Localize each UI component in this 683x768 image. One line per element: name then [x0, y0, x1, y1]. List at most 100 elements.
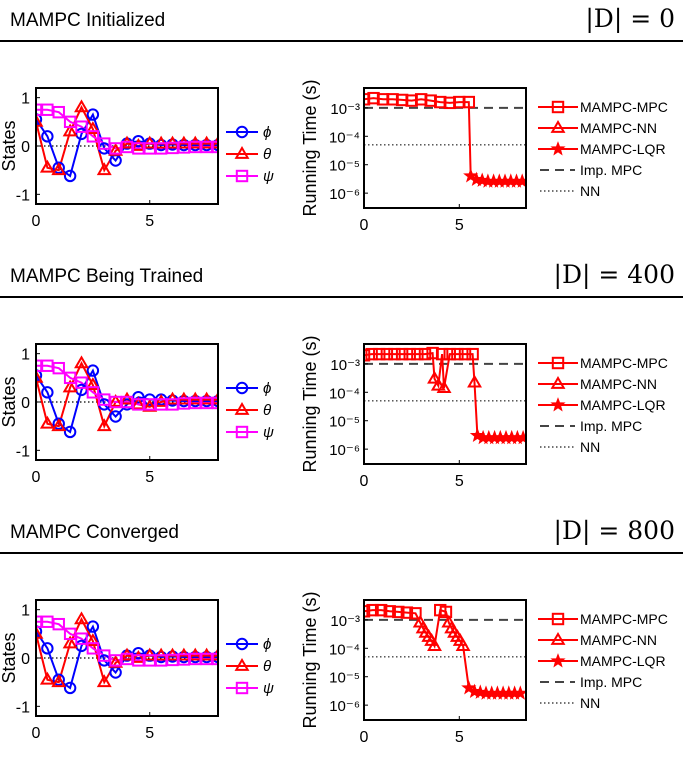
legend-label-phi: ϕ [263, 380, 271, 397]
y-axis-label: Running Time (s) [300, 591, 320, 728]
legend-marker-mampc-mpc [551, 100, 565, 114]
legend-label-phi: ϕ [263, 124, 271, 141]
data-point-mampc-mpc [451, 347, 464, 361]
y-axis-label: States [0, 632, 19, 683]
data-point-theta [62, 123, 78, 137]
data-point-psi [211, 396, 218, 410]
legend-marker-theta [234, 658, 250, 671]
dataset-size-label: |D| = 400 [553, 260, 675, 289]
data-point-psi [52, 617, 65, 631]
y-tick-label: 10⁻⁵ [329, 414, 360, 431]
data-point-mampc-mpc [418, 347, 432, 361]
y-axis-label: Running Time (s) [300, 79, 320, 216]
mampc-trace-line [364, 608, 521, 695]
y-tick-label: 1 [21, 91, 30, 108]
data-point-mampc-nn [427, 370, 442, 384]
data-point-phi [36, 369, 43, 382]
data-point-mampc-lqr [514, 173, 526, 188]
data-point-mampc-mpc [395, 347, 409, 361]
states-legend: ϕθψ [226, 124, 274, 185]
mampc-trace-line [364, 351, 524, 439]
data-point-mampc-mpc [400, 606, 414, 619]
data-point-mampc-mpc [380, 347, 394, 361]
panel-title: MAMPC Being Trained [10, 266, 204, 287]
data-point-theta [74, 611, 89, 625]
legend-marker-mampc-nn [550, 376, 566, 389]
running-time-plot: 10⁻⁶ 10⁻⁵ 10⁻⁴ 10⁻³ 0 5 Running Time (s) MAMPC-… [300, 335, 668, 490]
legend-marker-mampc-mpc [551, 612, 565, 626]
y-tick-label: 10⁻⁶ [329, 698, 360, 715]
data-point-theta [85, 121, 101, 134]
data-point-theta [74, 355, 89, 369]
data-point-mampc-lqr [515, 429, 526, 445]
x-tick-label: 5 [455, 729, 464, 746]
running-time-plot: 10⁻⁶ 10⁻⁵ 10⁻⁴ 10⁻³ 0 5 Running Time (s) MAMPC-… [300, 591, 668, 746]
header-divider [0, 552, 683, 554]
data-point-psi [86, 642, 100, 655]
legend-label-theta: θ [263, 658, 271, 675]
panel-initialized: MAMPC Initialized |D| = 0 [0, 0, 683, 256]
legend-marker-phi [235, 381, 249, 395]
data-point-theta [74, 99, 89, 113]
data-point-theta [108, 654, 124, 668]
y-tick-label: 10⁻⁴ [329, 385, 360, 402]
data-point-mampc-mpc [466, 347, 479, 361]
panel-header: MAMPC Initialized |D| = 0 [0, 0, 683, 42]
data-point-mampc-mpc [383, 605, 396, 618]
data-point-theta [119, 391, 135, 405]
data-point-theta [130, 396, 146, 410]
panel-converged: MAMPC Converged |D| = 800 [0, 512, 683, 768]
data-point-phi [41, 386, 54, 399]
legend-marker-mampc-nn [550, 632, 566, 645]
data-point-psi [52, 105, 65, 119]
plot-frame [363, 343, 527, 465]
data-point-phi [86, 108, 100, 121]
running-time-legend: MAMPC-MPC MAMPC-NN MAMPC-LQR Imp. MPC NN [538, 611, 668, 711]
data-point-mampc-mpc [364, 349, 371, 362]
data-point-theta [108, 142, 124, 156]
states-legend: ϕθψ [226, 380, 274, 441]
running-time-legend: MAMPC-MPC MAMPC-NN MAMPC-LQR Imp. MPC NN [538, 355, 668, 455]
panel-header: MAMPC Being Trained |D| = 400 [0, 256, 683, 298]
data-point-psi [211, 140, 218, 154]
panel-being-trained: MAMPC Being Trained |D| = 400 [0, 256, 683, 512]
data-point-mampc-nn [430, 377, 446, 391]
x-tick-label: 0 [32, 725, 41, 742]
legend-marker-mampc-mpc [551, 356, 565, 370]
data-point-theta [153, 394, 169, 407]
legend-label-psi: ψ [263, 424, 274, 441]
data-point-psi [75, 376, 88, 389]
data-point-mampc-lqr [512, 685, 526, 700]
data-point-mampc-mpc [366, 603, 379, 617]
data-point-mampc-mpc [388, 347, 401, 361]
data-point-theta [130, 650, 146, 663]
data-point-phi [109, 410, 122, 423]
panel-title: MAMPC Initialized [10, 10, 166, 31]
legend-label-nn: NN [580, 695, 600, 711]
data-point-theta [62, 379, 78, 393]
y-tick-label: -1 [16, 443, 30, 460]
y-tick-label: 10⁻⁵ [329, 158, 360, 175]
x-tick-label: 5 [455, 473, 464, 490]
legend-marker-mampc-nn [550, 120, 566, 133]
dataset-size-label: |D| = 0 [585, 4, 675, 33]
data-point-phi [63, 425, 77, 439]
data-point-mampc-lqr [463, 168, 479, 183]
data-point-theta [51, 418, 67, 432]
y-tick-label: 0 [21, 395, 30, 412]
y-axis-label: States [0, 376, 19, 427]
plot-frame [363, 599, 527, 721]
legend-marker-mampc-lqr [550, 653, 566, 668]
data-point-mampc-mpc [435, 347, 449, 361]
x-tick-label: 0 [360, 473, 369, 490]
running-time-plot: 10⁻⁶ 10⁻⁵ 10⁻⁴ 10⁻³ 0 5 Running Time (s) MAMPC-… [300, 79, 668, 234]
data-point-theta [51, 162, 67, 176]
data-point-mampc-mpc [373, 347, 386, 361]
x-tick-label: 0 [360, 729, 369, 746]
header-divider [0, 40, 683, 42]
data-point-mampc-lqr [461, 680, 477, 695]
data-point-theta [39, 159, 55, 173]
data-point-mampc-mpc [439, 605, 453, 619]
data-point-theta [85, 633, 101, 646]
x-tick-label: 0 [32, 213, 41, 230]
